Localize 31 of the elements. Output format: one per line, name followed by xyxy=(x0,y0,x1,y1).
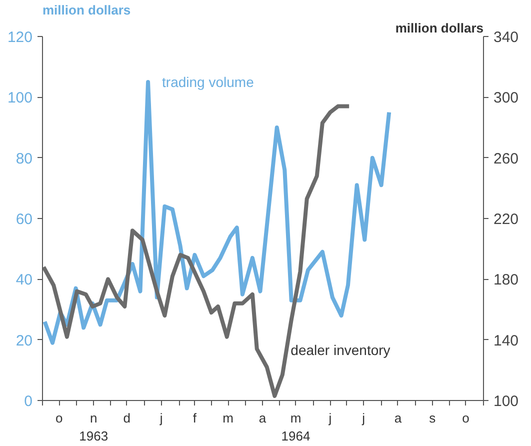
x-tick-label: j xyxy=(328,410,332,426)
x-tick-label: o xyxy=(462,410,470,426)
y-tick-label: 40 xyxy=(16,272,33,289)
x-tick-label: j xyxy=(361,410,366,426)
y2-tick-label: 340 xyxy=(494,29,519,46)
x-tick-label: d xyxy=(123,410,131,426)
y-tick-label: 60 xyxy=(16,211,33,228)
x-tick-label: m 1964 xyxy=(281,410,310,444)
y-tick-label: 80 xyxy=(16,150,33,168)
y-axis-title: million dollars xyxy=(42,2,131,18)
series-label: dealer inventory xyxy=(290,342,390,358)
y2-tick-label: 100 xyxy=(494,393,519,410)
y-tick-label: 120 xyxy=(7,29,33,46)
y-tick-label: 100 xyxy=(7,90,33,107)
y2-tick-label: 220 xyxy=(494,211,519,228)
x-tick-label: f xyxy=(192,410,197,426)
x-tick-label: m xyxy=(222,410,234,426)
y2-tick-label: 140 xyxy=(494,332,519,350)
y-tick-label: 0 xyxy=(24,393,32,410)
y2-tick-label: 300 xyxy=(494,90,519,107)
x-tick-label: o xyxy=(56,410,63,426)
x-tick-label: s xyxy=(429,410,436,426)
y-tick-label: 20 xyxy=(16,332,33,350)
y2-tick-label: 180 xyxy=(494,272,519,289)
x-tick-label: a xyxy=(394,410,402,426)
y2-tick-label: 260 xyxy=(494,150,519,168)
series-label: trading volume xyxy=(162,74,254,90)
y2-axis-title: million dollars xyxy=(395,20,484,36)
x-tick-label: n 1963 xyxy=(79,410,108,444)
x-tick-label: a xyxy=(258,410,267,426)
x-tick-label: j xyxy=(158,410,163,426)
